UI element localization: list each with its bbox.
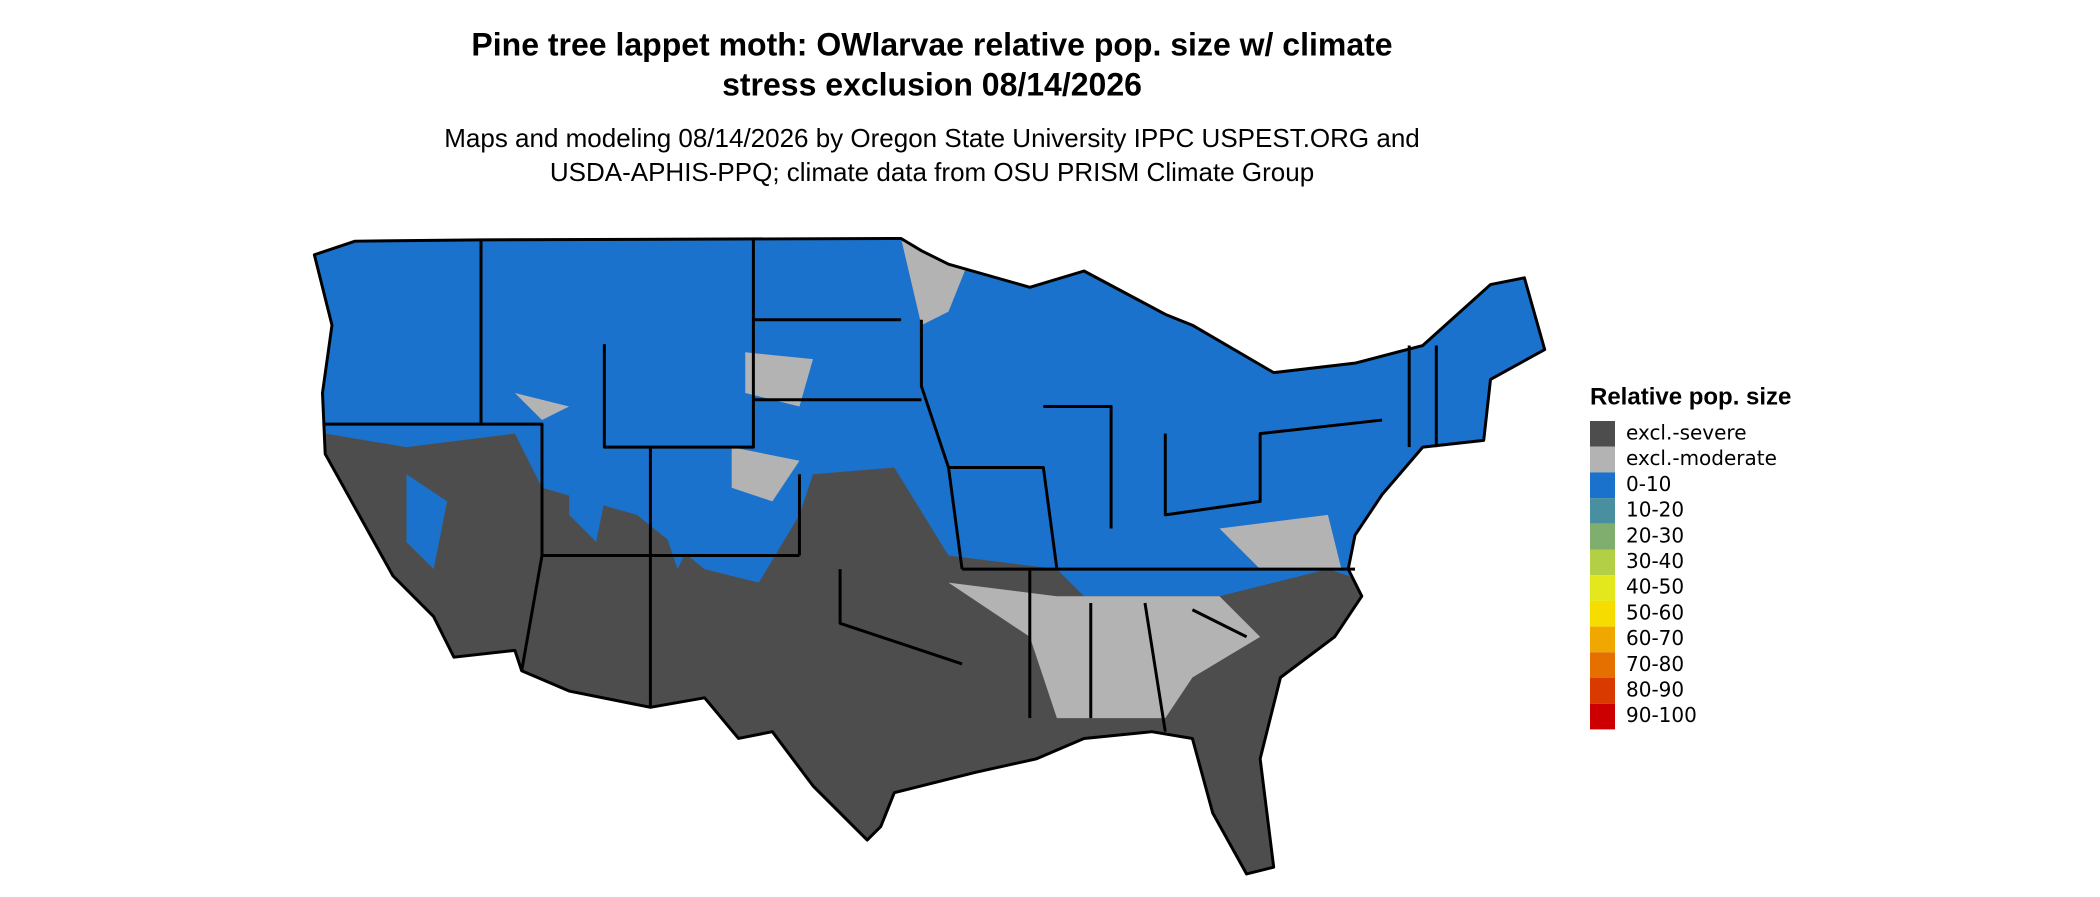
- legend-swatch: [1590, 549, 1615, 576]
- legend-label: 40-50: [1626, 575, 1684, 599]
- legend-label: 90-100: [1626, 703, 1697, 727]
- legend: excl.-severeexcl.-moderate0-1010-2020-30…: [1590, 421, 1777, 730]
- legend-label: excl.-moderate: [1626, 446, 1777, 470]
- legend-swatch: [1590, 652, 1615, 678]
- legend-label: 10-20: [1626, 498, 1684, 522]
- legend-swatch: [1590, 626, 1615, 653]
- legend-swatch: [1590, 446, 1615, 473]
- subtitle-line: Maps and modeling 08/14/2026 by Oregon S…: [444, 123, 1420, 153]
- legend-swatch: [1590, 472, 1615, 499]
- zone-moderate: [948, 582, 1261, 719]
- us-map: [312, 236, 1547, 876]
- legend-label: 80-90: [1626, 678, 1684, 702]
- zone-moderate: [514, 238, 1342, 570]
- legend-swatch: [1590, 421, 1615, 447]
- legend-label: 50-60: [1626, 600, 1684, 624]
- legend-label: 60-70: [1626, 626, 1684, 650]
- title-line: Pine tree lappet moth: OWlarvae relative…: [471, 26, 1392, 62]
- legend-label: 30-40: [1626, 549, 1684, 573]
- subtitle-line: USDA-APHIS-PPQ; climate data from OSU PR…: [550, 157, 1314, 187]
- legend-title: Relative pop. size: [1590, 383, 1791, 410]
- legend-label: 0-10: [1626, 472, 1671, 496]
- title-line: stress exclusion 08/14/2026: [722, 66, 1142, 102]
- legend-swatch: [1590, 600, 1615, 627]
- legend-swatch: [1590, 703, 1615, 730]
- legend-label: 20-30: [1626, 523, 1684, 547]
- state-border: [325, 238, 1438, 732]
- legend-swatch: [1590, 575, 1615, 601]
- legend-swatch: [1590, 678, 1615, 704]
- legend-label: excl.-severe: [1626, 421, 1747, 445]
- map-fill: [314, 238, 1545, 874]
- legend-swatch: [1590, 498, 1615, 524]
- country-border: [312, 236, 1547, 876]
- legend-swatch: [1590, 523, 1615, 550]
- legend-label: 70-80: [1626, 652, 1684, 676]
